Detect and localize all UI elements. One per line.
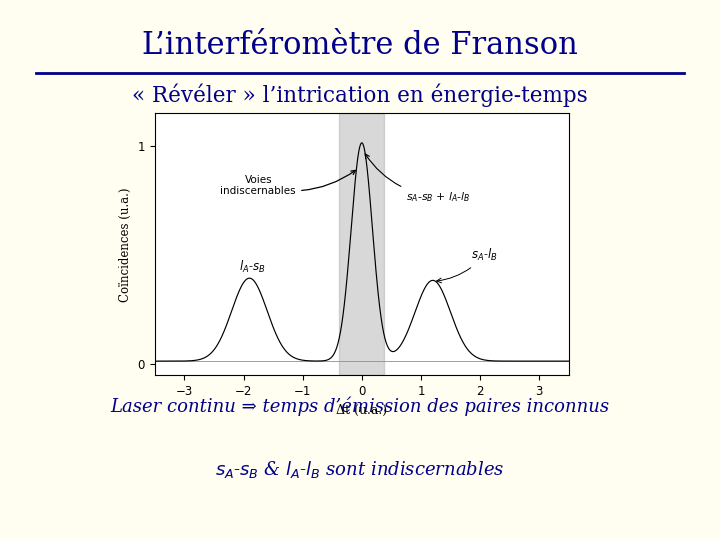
X-axis label: Δt (u.a.): Δt (u.a.)	[336, 403, 387, 416]
Text: $l_A$-$s_B$: $l_A$-$s_B$	[239, 259, 266, 275]
Text: L’interféromètre de Franson: L’interféromètre de Franson	[142, 30, 578, 60]
Y-axis label: Coïncidences (u.a.): Coïncidences (u.a.)	[119, 187, 132, 302]
Text: $s_A$-$s_B$ & $l_A$-$l_B$ sont indiscernables: $s_A$-$s_B$ & $l_A$-$l_B$ sont indiscern…	[215, 459, 505, 480]
Text: « Révéler » l’intrication en énergie-temps: « Révéler » l’intrication en énergie-tem…	[132, 84, 588, 107]
Text: $s_A$-$l_B$: $s_A$-$l_B$	[436, 247, 498, 283]
Bar	[339, 113, 384, 375]
Text: Voies
indiscernables: Voies indiscernables	[220, 171, 356, 196]
Text: Laser continu ⇒ temps d’émission des paires inconnus: Laser continu ⇒ temps d’émission des pai…	[110, 397, 610, 416]
Text: $s_A$-$s_B$ + $l_A$-$l_B$: $s_A$-$s_B$ + $l_A$-$l_B$	[365, 154, 471, 204]
